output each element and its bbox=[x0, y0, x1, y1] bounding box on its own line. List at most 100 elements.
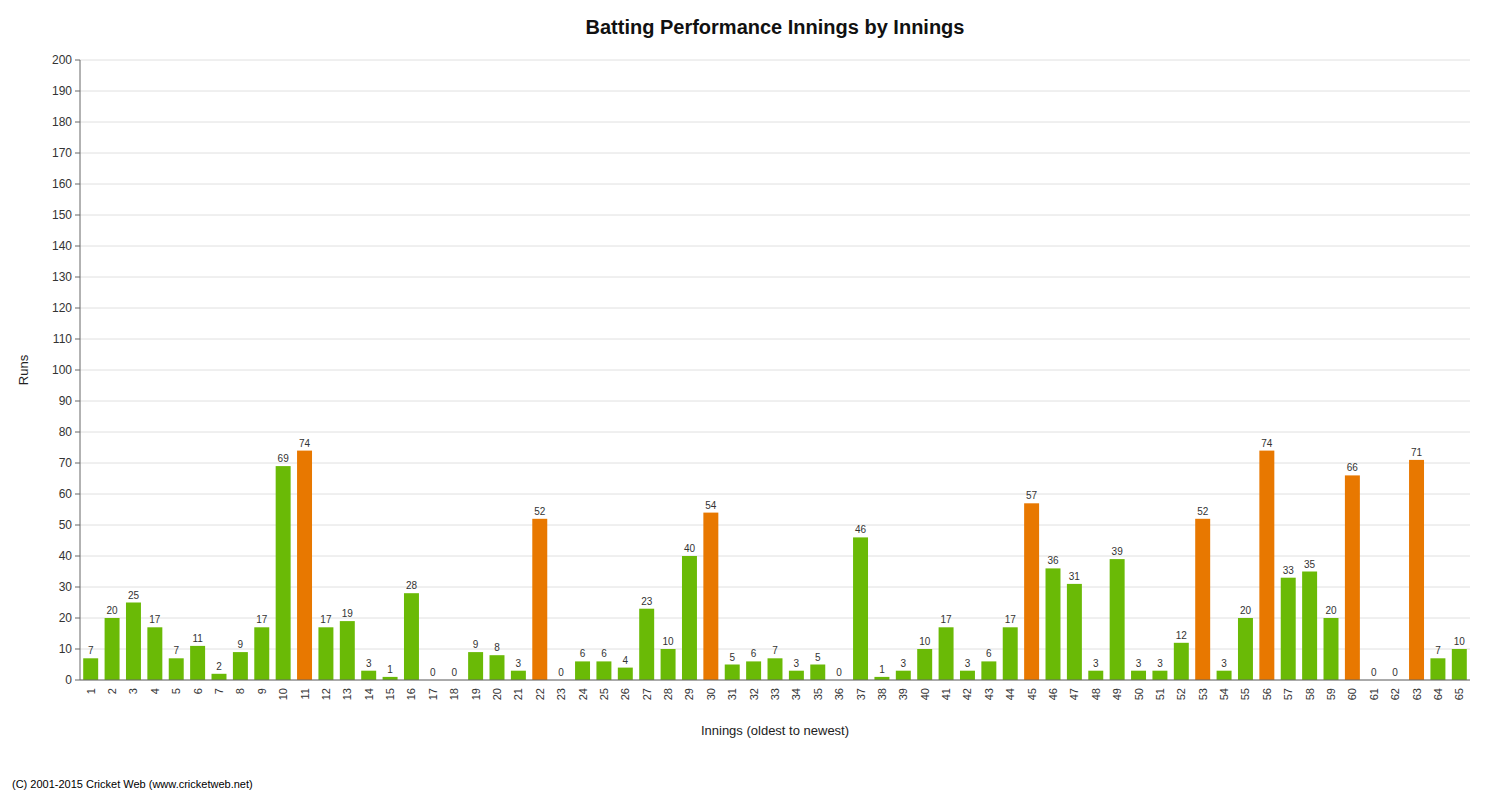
y-tick-label: 160 bbox=[52, 177, 72, 191]
data-label: 8 bbox=[494, 642, 500, 653]
x-axis-line bbox=[80, 680, 1470, 681]
data-label: 46 bbox=[855, 524, 867, 535]
x-tick-label: 45 bbox=[1026, 688, 1038, 700]
bar bbox=[1174, 643, 1189, 680]
bar bbox=[596, 661, 611, 680]
data-label: 20 bbox=[1325, 605, 1337, 616]
x-tick-label: 38 bbox=[876, 688, 888, 700]
y-tick bbox=[75, 308, 80, 309]
bar bbox=[147, 627, 162, 680]
y-axis-title: Runs bbox=[16, 354, 31, 385]
data-label: 23 bbox=[641, 596, 653, 607]
x-tick-label: 4 bbox=[149, 688, 161, 694]
data-label: 3 bbox=[366, 658, 372, 669]
y-tick bbox=[75, 587, 80, 588]
x-tick-label: 12 bbox=[320, 688, 332, 700]
y-tick-label: 110 bbox=[53, 332, 72, 346]
x-tick-label: 2 bbox=[106, 688, 118, 694]
x-tick-label: 6 bbox=[192, 688, 204, 694]
x-axis: 1234567891011121314151617181920212223242… bbox=[80, 680, 1470, 700]
x-tick-label: 58 bbox=[1304, 688, 1316, 700]
bar bbox=[981, 661, 996, 680]
data-label: 7 bbox=[173, 645, 179, 656]
data-label: 3 bbox=[1093, 658, 1099, 669]
x-tick-label: 14 bbox=[363, 688, 375, 700]
y-tick bbox=[75, 184, 80, 185]
data-label: 28 bbox=[406, 580, 418, 591]
data-label: 17 bbox=[149, 614, 161, 625]
y-tick-label: 90 bbox=[59, 394, 73, 408]
y-tick-label: 180 bbox=[52, 115, 72, 129]
grid-line bbox=[80, 277, 1470, 278]
y-tick bbox=[75, 153, 80, 154]
x-tick-label: 17 bbox=[427, 688, 439, 700]
y-tick-label: 170 bbox=[52, 146, 72, 160]
y-tick-label: 20 bbox=[59, 611, 73, 625]
bar bbox=[490, 655, 505, 680]
y-tick bbox=[75, 122, 80, 123]
data-label: 12 bbox=[1176, 630, 1188, 641]
data-label: 1 bbox=[879, 664, 885, 675]
data-label: 5 bbox=[729, 652, 735, 663]
x-tick-label: 16 bbox=[405, 688, 417, 700]
x-tick-label: 10 bbox=[277, 688, 289, 700]
x-tick-label: 13 bbox=[341, 688, 353, 700]
data-label: 3 bbox=[965, 658, 971, 669]
grid-line bbox=[80, 91, 1470, 92]
data-label: 0 bbox=[558, 667, 564, 678]
bar bbox=[1259, 451, 1274, 680]
data-label: 1 bbox=[387, 664, 393, 675]
x-tick-label: 50 bbox=[1133, 688, 1145, 700]
bar bbox=[896, 671, 911, 680]
bar bbox=[1430, 658, 1445, 680]
x-tick-label: 46 bbox=[1047, 688, 1059, 700]
data-label: 6 bbox=[580, 648, 586, 659]
x-tick-label: 51 bbox=[1154, 688, 1166, 700]
data-label: 0 bbox=[451, 667, 457, 678]
x-tick-label: 47 bbox=[1068, 688, 1080, 700]
x-tick-label: 29 bbox=[683, 688, 695, 700]
y-tick-label: 70 bbox=[59, 456, 73, 470]
x-tick-label: 52 bbox=[1175, 688, 1187, 700]
y-tick bbox=[75, 370, 80, 371]
bar bbox=[1195, 519, 1210, 680]
data-label: 33 bbox=[1283, 565, 1295, 576]
data-label: 19 bbox=[342, 608, 354, 619]
y-tick bbox=[75, 556, 80, 557]
x-tick-label: 64 bbox=[1432, 688, 1444, 700]
y-tick bbox=[75, 494, 80, 495]
data-label: 6 bbox=[601, 648, 607, 659]
data-label: 52 bbox=[1197, 506, 1209, 517]
y-tick-label: 30 bbox=[59, 580, 73, 594]
x-tick-label: 37 bbox=[855, 688, 867, 700]
data-label: 10 bbox=[1454, 636, 1466, 647]
bar bbox=[1088, 671, 1103, 680]
chart: 0102030405060708090100110120130140150160… bbox=[0, 0, 1500, 800]
x-tick-label: 61 bbox=[1368, 688, 1380, 700]
x-tick-label: 35 bbox=[812, 688, 824, 700]
bar bbox=[126, 603, 141, 681]
x-tick-label: 22 bbox=[534, 688, 546, 700]
x-tick-label: 21 bbox=[512, 688, 524, 700]
data-label: 7 bbox=[1435, 645, 1441, 656]
bar bbox=[169, 658, 184, 680]
data-label: 3 bbox=[901, 658, 907, 669]
y-tick-label: 10 bbox=[59, 642, 73, 656]
x-tick-label: 48 bbox=[1090, 688, 1102, 700]
x-tick-label: 24 bbox=[577, 688, 589, 700]
grid-line bbox=[80, 153, 1470, 154]
grid-line bbox=[80, 215, 1470, 216]
grid-line bbox=[80, 122, 1470, 123]
bar bbox=[1024, 503, 1039, 680]
bar bbox=[682, 556, 697, 680]
y-tick-label: 120 bbox=[52, 301, 72, 315]
data-label: 57 bbox=[1026, 490, 1038, 501]
x-tick-label: 5 bbox=[170, 688, 182, 694]
bar bbox=[404, 593, 419, 680]
x-tick-label: 25 bbox=[598, 688, 610, 700]
x-tick-label: 33 bbox=[769, 688, 781, 700]
data-label: 20 bbox=[1240, 605, 1252, 616]
y-tick bbox=[75, 91, 80, 92]
x-tick-label: 53 bbox=[1197, 688, 1209, 700]
y-tick bbox=[75, 246, 80, 247]
